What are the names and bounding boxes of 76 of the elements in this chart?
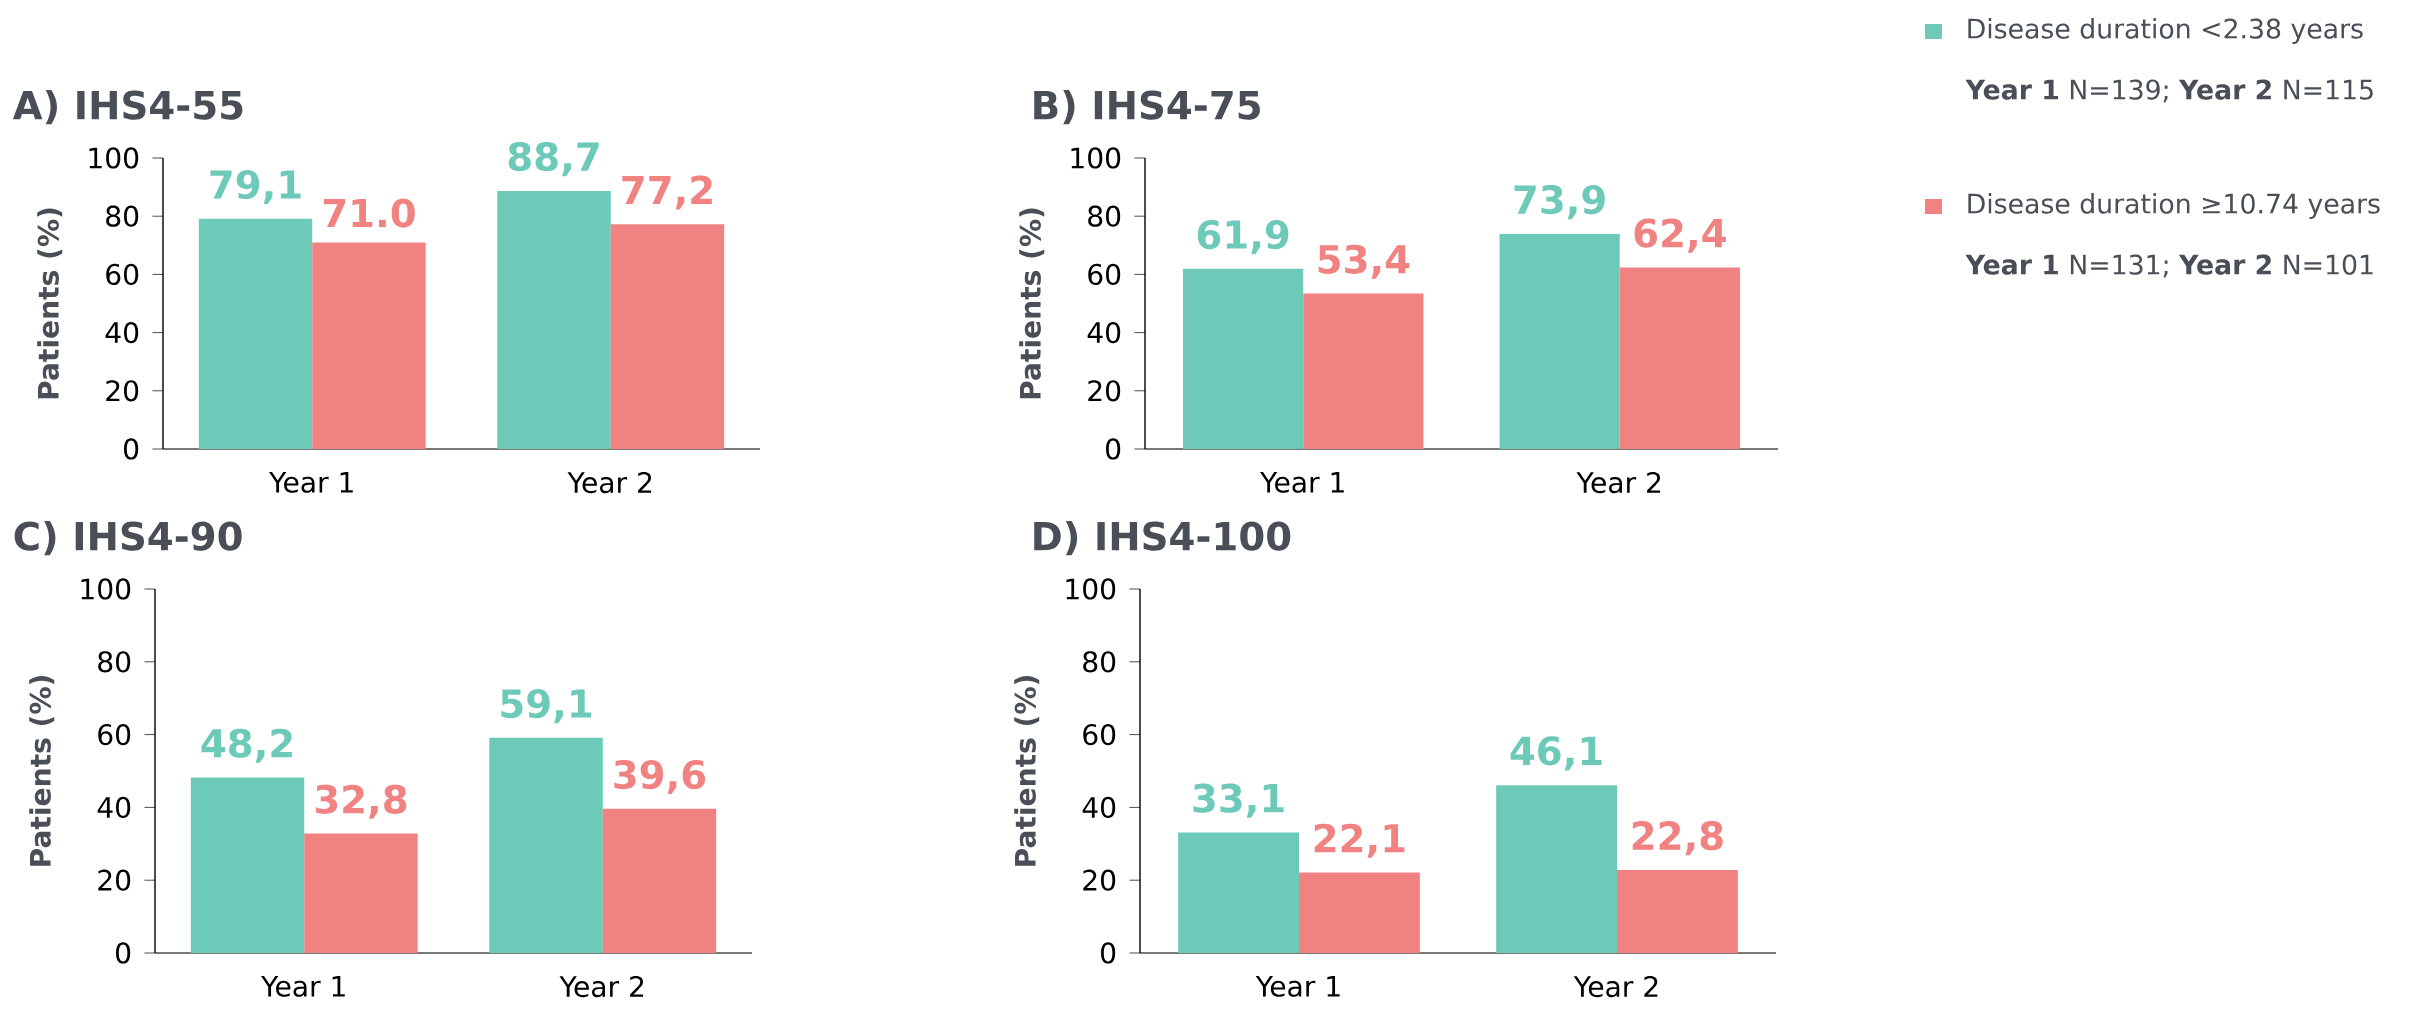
data-label: 77,2	[622, 175, 712, 210]
x-tick-label: Year 1	[261, 975, 345, 997]
y-tick-label: 60	[1083, 723, 1116, 746]
y-tick-label: 60	[1088, 263, 1121, 286]
bar	[1617, 870, 1738, 953]
text: Year 1 N=131; Year 2 N=101	[1965, 254, 2373, 278]
data-label: 73,9	[1514, 185, 1605, 220]
y-tick-label: 20	[106, 380, 139, 402]
data-label: 22,8	[1632, 821, 1723, 856]
y-tick-label: 20	[98, 869, 131, 891]
bar	[198, 218, 313, 449]
y-axis-title: Patients (%)	[29, 676, 55, 866]
y-tick-label: 100	[89, 147, 139, 169]
data-label: 48,2	[201, 728, 292, 763]
bar	[1619, 267, 1741, 449]
y-tick-label: 80	[98, 651, 131, 673]
bar	[1182, 268, 1304, 449]
chart-title: D) IHS4-100	[1034, 520, 1291, 556]
y-tick-label: 100	[1071, 147, 1121, 169]
y-tick-label: 0	[116, 942, 131, 964]
data-label: 39,6	[614, 759, 706, 795]
y-tick-label: 40	[1087, 321, 1121, 344]
bar	[190, 777, 305, 953]
y-tick-label: 0	[1101, 942, 1116, 964]
bar	[312, 242, 426, 449]
data-label: 79,1	[210, 169, 301, 205]
bar	[497, 190, 611, 449]
x-tick-label: Year 1	[1255, 975, 1340, 997]
y-tick-label: 100	[81, 578, 131, 600]
data-label: 59,1	[501, 688, 592, 724]
bar	[1303, 293, 1424, 449]
y-tick-label: 40	[97, 796, 131, 819]
y-axis-title: Patients (%)	[1019, 208, 1045, 399]
y-axis-title: Patients (%)	[1014, 676, 1040, 866]
y-tick-label: 40	[105, 321, 139, 344]
bar	[1499, 233, 1620, 449]
bar	[602, 808, 717, 953]
y-tick-label: 80	[106, 205, 139, 227]
chart-title: C) IHS4-90	[14, 520, 242, 556]
x-tick-label: Year 1	[1260, 471, 1344, 493]
y-tick-label: 20	[1083, 869, 1116, 891]
data-label: 33,1	[1193, 783, 1284, 818]
x-tick-label: Year 2	[1573, 975, 1658, 998]
data-label: 88,7	[508, 141, 599, 177]
y-tick-label: 80	[1083, 651, 1116, 673]
chart-title: A) IHS4-55	[12, 89, 243, 125]
y-tick-label: 80	[1088, 205, 1121, 227]
bar	[304, 833, 418, 953]
bar	[1178, 832, 1299, 953]
x-tick-label: Year 2	[1576, 471, 1661, 494]
x-tick-label: Year 1	[269, 471, 353, 493]
data-label: 53,4	[1318, 244, 1410, 279]
y-tick-label: 100	[1066, 578, 1116, 600]
y-tick-label: 0	[1106, 438, 1121, 460]
data-label: 62,4	[1634, 218, 1726, 253]
y-axis-title: Patients (%)	[37, 208, 63, 399]
legend-label: Disease duration <2.38 years	[1968, 18, 2363, 44]
y-tick-label: 60	[98, 723, 131, 746]
y-tick-label: 40	[1082, 796, 1116, 819]
bar	[1299, 872, 1420, 953]
data-label: 22,1	[1314, 823, 1405, 858]
bar	[1496, 785, 1617, 953]
data-label: 71.0	[323, 198, 415, 228]
data-label: 61,9	[1197, 219, 1289, 255]
y-tick-label: 60	[106, 263, 139, 286]
chart-title: B) IHS4-75	[1034, 89, 1260, 125]
x-tick-label: Year 2	[567, 471, 652, 494]
y-tick-label: 0	[124, 438, 139, 460]
bar	[489, 737, 603, 953]
bar	[610, 224, 725, 449]
x-tick-label: Year 2	[559, 975, 644, 998]
data-label: 32,8	[315, 784, 407, 819]
data-label: 46,1	[1510, 736, 1602, 771]
y-tick-label: 20	[1088, 380, 1121, 402]
text: Year 1 N=139; Year 2 N=115	[1965, 79, 2373, 103]
legend-label: Disease duration ≥10.74 years	[1968, 193, 2380, 219]
